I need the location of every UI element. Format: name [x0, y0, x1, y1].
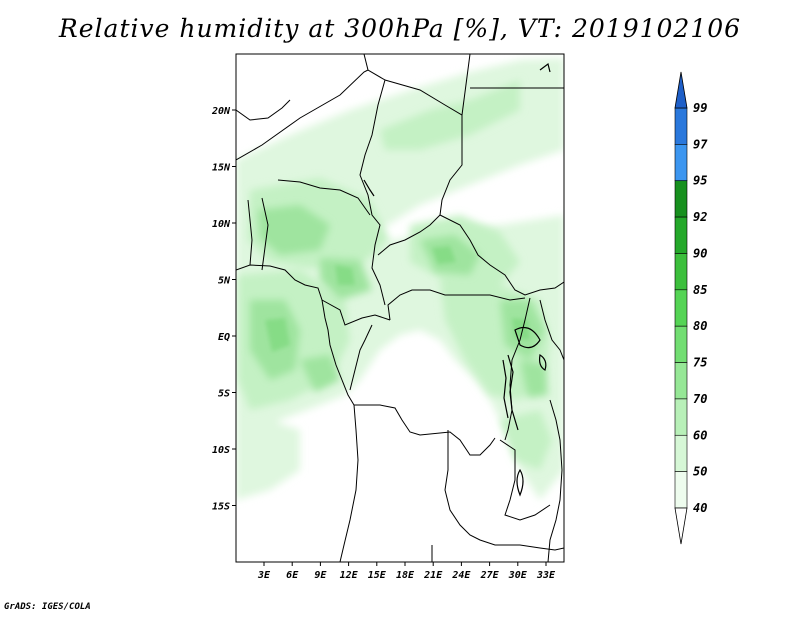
lakes	[363, 62, 551, 497]
colorbar-top-arrow	[674, 71, 688, 109]
lon-label: 12E	[340, 570, 359, 581]
colorbar-label: 97	[693, 137, 708, 151]
colorbar-label: 99	[693, 101, 707, 115]
lon-label: 33E	[536, 570, 556, 581]
colorbar-segment	[674, 289, 688, 327]
colorbar-label: 92	[693, 210, 707, 224]
colorbar-label: 95	[693, 174, 707, 188]
lon-label: 27E	[480, 570, 500, 581]
lat-label: 10N	[212, 219, 231, 230]
colorbar-segment	[674, 362, 688, 400]
colorbar: 99 97 95 92 90 85 80 75 70 60 50 40	[674, 71, 708, 545]
grads-credit: GrADS: IGES/COLA	[4, 602, 91, 612]
country-borders	[236, 54, 564, 562]
colorbar-label: 80	[693, 319, 707, 333]
lon-label: 24E	[451, 570, 471, 581]
lat-label: 20N	[211, 106, 231, 117]
lon-label: 6E	[286, 570, 299, 581]
lon-label: 21E	[423, 570, 443, 581]
longitude-axis: 3E 6E 9E 12E 15E 18E 21E 24E 27E 30E 33E	[257, 562, 556, 581]
colorbar-segment	[674, 434, 688, 472]
lat-label: 5S	[218, 389, 230, 400]
lat-label: 15N	[212, 163, 231, 174]
colorbar-label: 85	[693, 283, 707, 297]
lon-label: 30E	[508, 570, 528, 581]
colorbar-label: 50	[693, 465, 707, 479]
colorbar-segment	[674, 216, 688, 254]
colorbar-segment	[674, 253, 688, 291]
lon-label: 15E	[368, 570, 387, 581]
colorbar-label: 75	[693, 356, 707, 370]
lon-label: 9E	[314, 570, 327, 581]
lat-label: 10S	[212, 445, 230, 456]
colorbar-segment	[674, 398, 688, 436]
lon-label: 3E	[257, 570, 271, 581]
colorbar-segment	[674, 144, 688, 182]
colorbar-label: 60	[693, 428, 707, 442]
colorbar-segment	[674, 107, 688, 145]
lat-label: EQ	[218, 332, 230, 343]
lat-label: 5N	[218, 276, 231, 287]
lat-label: 15S	[212, 502, 230, 513]
latitude-axis: 20N 15N 10N 5N EQ 5S 10S 15S	[211, 106, 236, 513]
colorbar-label: 70	[693, 392, 707, 406]
colorbar-segment	[674, 325, 688, 363]
lon-label: 18E	[396, 570, 415, 581]
colorbar-segment	[674, 471, 688, 509]
colorbar-label: 40	[693, 501, 707, 515]
humidity-field	[236, 58, 564, 500]
colorbar-bottom-arrow	[674, 507, 688, 545]
map-frame	[235, 53, 565, 563]
colorbar-label: 90	[693, 246, 707, 260]
chart-title: Relative humidity at 300hPa [%], VT: 201…	[58, 14, 742, 43]
colorbar-segment	[674, 180, 688, 218]
